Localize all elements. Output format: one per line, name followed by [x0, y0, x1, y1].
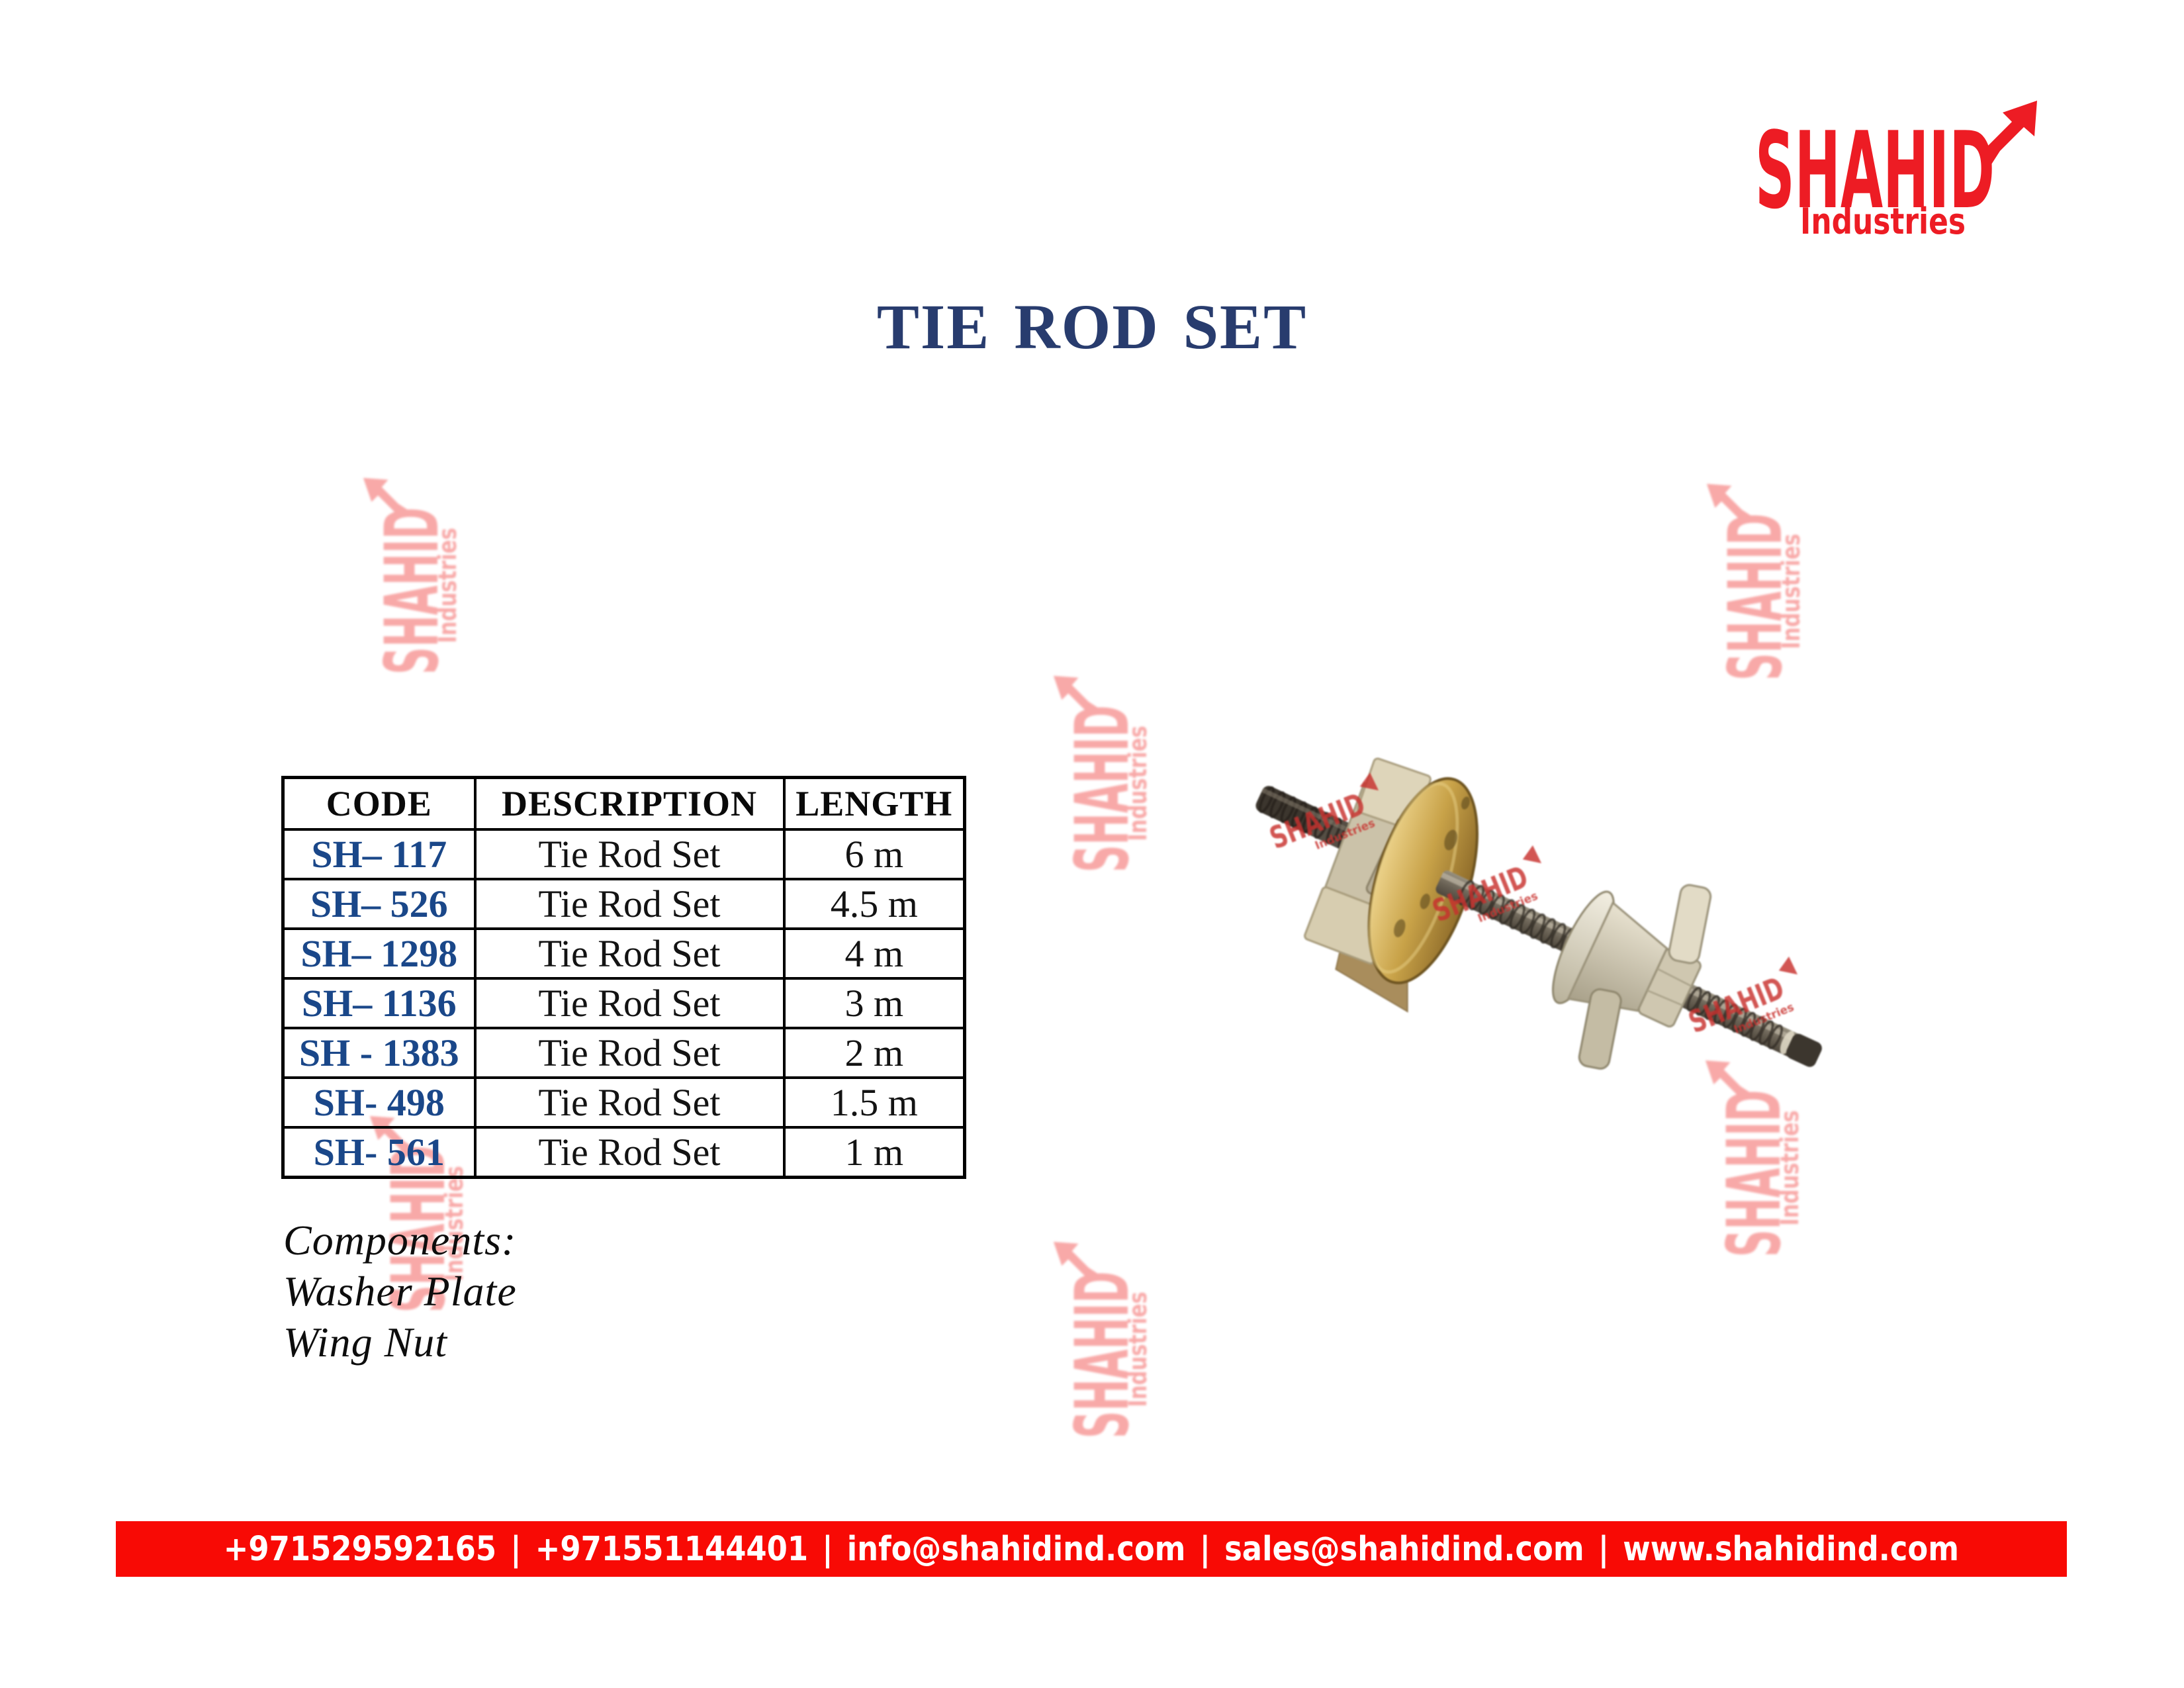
footer-phone-2: +971551144401 — [535, 1529, 809, 1569]
table-row: SH- 498 Tie Rod Set 1.5 m — [281, 1076, 966, 1129]
description-cell: Tie Rod Set — [473, 878, 786, 930]
code-cell: SH - 1383 — [281, 1027, 477, 1079]
table-row: SH– 117 Tie Rod Set 6 m — [281, 828, 966, 880]
watermark-logo — [358, 477, 463, 676]
thread-rings-right — [1686, 986, 1783, 1050]
footer-website: www.shahidind.com — [1623, 1529, 1960, 1569]
table-header-row: CODE DESCRIPTION LENGTH — [281, 776, 966, 831]
description-cell: Tie Rod Set — [473, 828, 786, 880]
length-cell: 4 m — [782, 927, 966, 980]
code-cell: SH- 561 — [281, 1126, 477, 1179]
watermark-logo — [1048, 675, 1154, 874]
wing-nut-cone — [1567, 901, 1668, 1012]
description-cell: Tie Rod Set — [473, 927, 786, 980]
length-cell: 3 m — [782, 977, 966, 1029]
table-row: SH– 1136 Tie Rod Set 3 m — [281, 977, 966, 1029]
length-cell: 6 m — [782, 828, 966, 880]
table-header-code: CODE — [281, 776, 477, 831]
length-cell: 1 m — [782, 1126, 966, 1179]
brand-logo — [1754, 93, 2038, 244]
brand-logo-image — [1754, 93, 2038, 244]
footer-separator: | — [822, 1529, 833, 1569]
length-cell: 1.5 m — [782, 1076, 966, 1129]
wing-bottom — [1578, 988, 1622, 1070]
tie-rod-assembly — [1255, 757, 1822, 1070]
table-row: SH– 526 Tie Rod Set 4.5 m — [281, 878, 966, 930]
description-cell: Tie Rod Set — [473, 1126, 786, 1179]
footer-bar: +971529592165 | +971551144401 | info@sha… — [116, 1521, 2067, 1577]
footer-email-info: info@shahidind.com — [846, 1529, 1186, 1569]
description-cell: Tie Rod Set — [473, 977, 786, 1029]
length-cell: 2 m — [782, 1027, 966, 1079]
table-row: SH– 1298 Tie Rod Set 4 m — [281, 927, 966, 980]
spec-table: CODE DESCRIPTION LENGTH SH– 117 Tie Rod … — [281, 776, 966, 1179]
components-item: Wing Nut — [283, 1318, 448, 1366]
footer-separator: | — [510, 1529, 522, 1569]
length-cell: 4.5 m — [782, 878, 966, 930]
table-row: SH- 561 Tie Rod Set 1 m — [281, 1126, 966, 1179]
tie-rod-end-right — [1786, 1033, 1822, 1067]
table-header-description: DESCRIPTION — [473, 776, 786, 831]
watermark-logo — [1702, 483, 1807, 682]
watermark-logo — [1048, 1241, 1154, 1440]
code-cell: SH– 1298 — [281, 927, 477, 980]
wing-top — [1668, 884, 1712, 964]
product-photo: SHAHID Industries SHAHID Industries SHAH… — [1255, 757, 1822, 1070]
footer-email-sales: sales@shahidind.com — [1224, 1529, 1584, 1569]
code-cell: SH– 526 — [281, 878, 477, 930]
table-header-length: LENGTH — [782, 776, 966, 831]
footer-separator: | — [1598, 1529, 1610, 1569]
footer-contact-line: +971529592165 | +971551144401 | info@sha… — [224, 1530, 1959, 1569]
footer-separator: | — [1199, 1529, 1211, 1569]
code-cell: SH- 498 — [281, 1076, 477, 1129]
page-title: TIE ROD SET — [876, 291, 1308, 362]
description-cell: Tie Rod Set — [473, 1027, 786, 1079]
components-section: Components: Washer Plate Wing Nut — [283, 1215, 517, 1368]
components-item: Washer Plate — [283, 1267, 517, 1315]
washer-plate — [1367, 777, 1479, 984]
components-heading: Components: — [283, 1217, 517, 1264]
code-cell: SH– 1136 — [281, 977, 477, 1029]
code-cell: SH– 117 — [281, 828, 477, 880]
table-row: SH - 1383 Tie Rod Set 2 m — [281, 1027, 966, 1079]
footer-phone-1: +971529592165 — [223, 1529, 497, 1569]
description-cell: Tie Rod Set — [473, 1076, 786, 1129]
